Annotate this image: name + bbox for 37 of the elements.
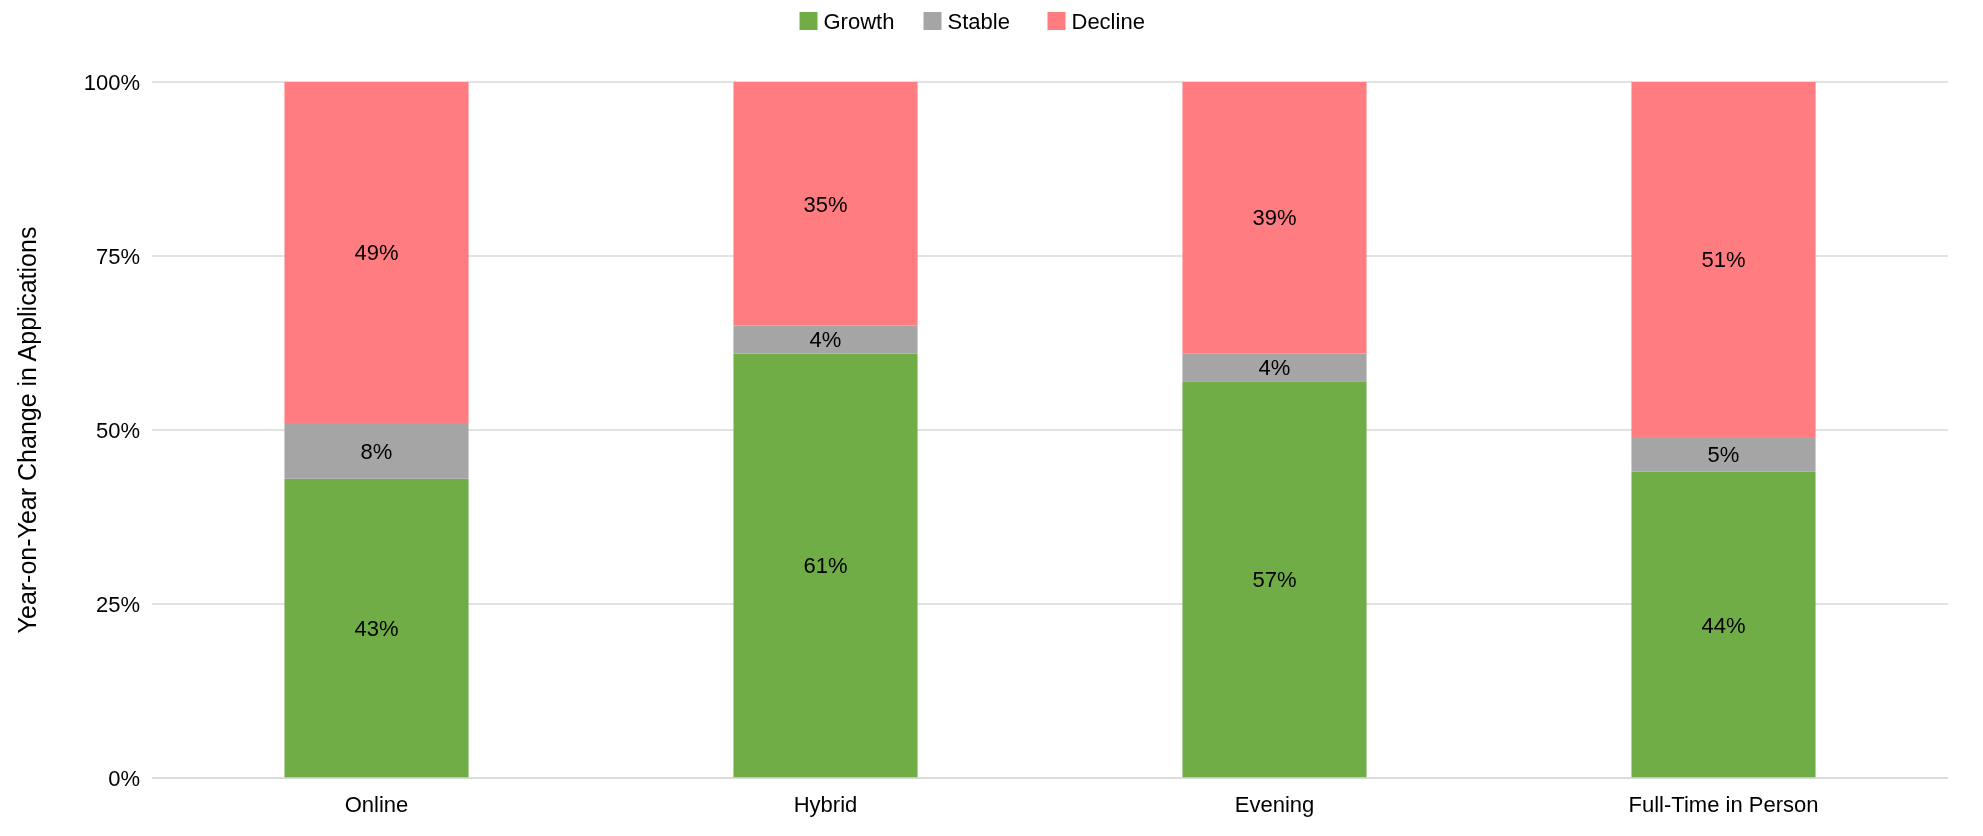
bar xyxy=(1631,436,1816,472)
data-label: 44% xyxy=(1701,612,1746,638)
bar xyxy=(284,82,469,424)
legend-label: Stable xyxy=(947,8,1010,34)
y-tick-label: 0% xyxy=(108,765,140,791)
data-label: 51% xyxy=(1701,247,1746,273)
y-axis-title: Year-on-Year Change in Applications xyxy=(13,226,41,634)
legend-label: Growth xyxy=(823,8,895,34)
data-label: 61% xyxy=(803,553,848,579)
x-tick-label: Evening xyxy=(1234,792,1315,817)
y-tick-label: 75% xyxy=(95,243,140,269)
bar xyxy=(733,325,918,354)
data-label: 35% xyxy=(803,191,848,217)
y-tick-label: 25% xyxy=(95,591,140,617)
bar xyxy=(1182,353,1367,382)
y-tick-label: 100% xyxy=(83,69,140,95)
bar xyxy=(733,353,918,778)
data-label: 39% xyxy=(1252,205,1297,231)
data-label: 4% xyxy=(809,327,842,353)
bar xyxy=(1182,381,1367,778)
data-label: 5% xyxy=(1707,442,1740,468)
x-tick-label: Hybrid xyxy=(793,792,858,817)
bar xyxy=(1631,82,1816,437)
data-label: 4% xyxy=(1258,355,1291,381)
data-label: 49% xyxy=(354,240,399,266)
bar xyxy=(1631,471,1816,778)
data-label: 57% xyxy=(1252,567,1297,593)
y-tick-label: 50% xyxy=(95,417,140,443)
legend-label: Decline xyxy=(1071,8,1145,34)
bar xyxy=(284,478,469,778)
data-label: 8% xyxy=(360,438,393,464)
x-tick-label: Full-Time in Person xyxy=(1628,792,1819,817)
bar xyxy=(284,423,469,479)
bar xyxy=(1182,82,1367,354)
x-tick-label: Online xyxy=(344,792,409,817)
bar xyxy=(733,82,918,326)
data-label: 43% xyxy=(354,616,399,642)
